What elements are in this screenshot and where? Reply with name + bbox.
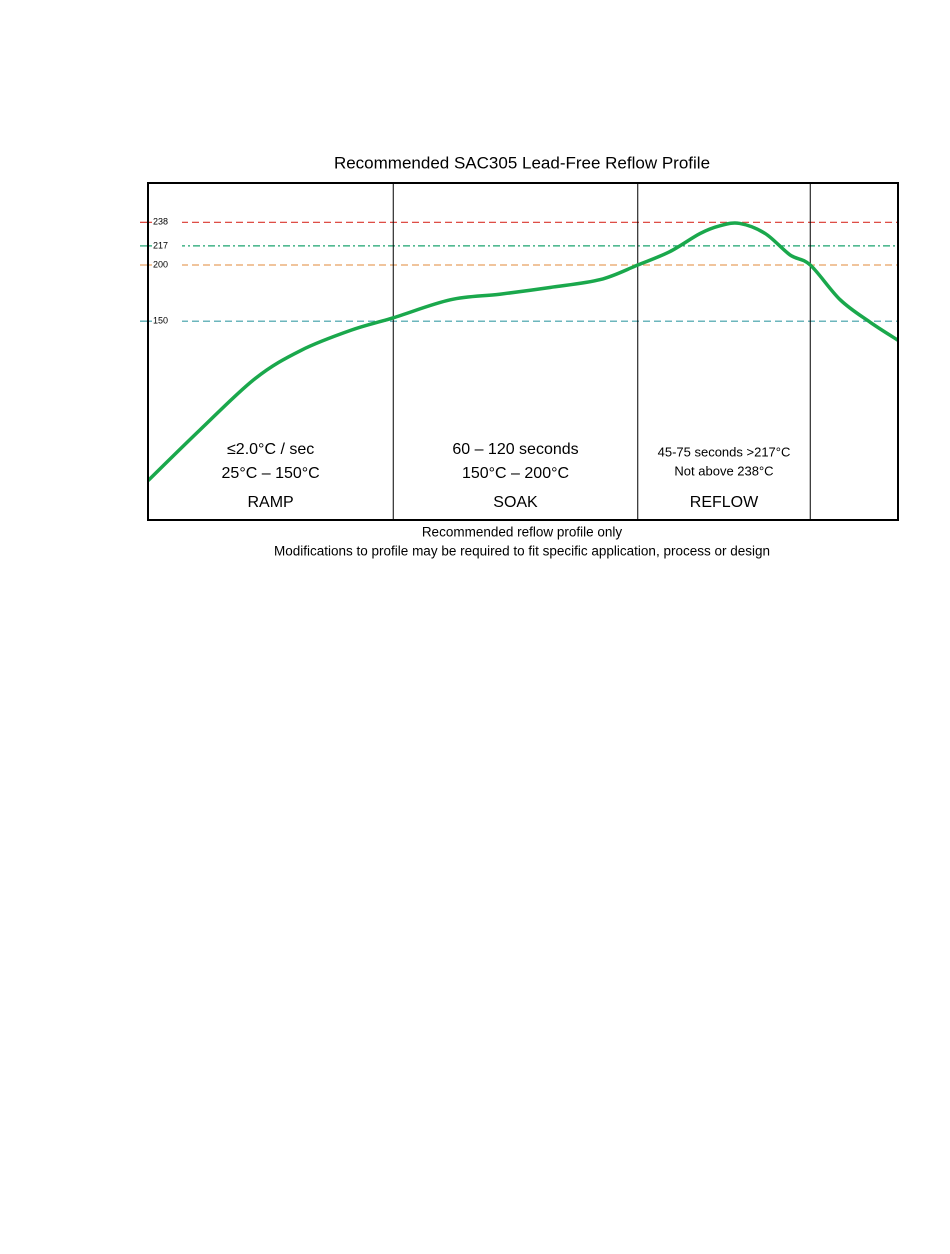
zone-label: SOAK (493, 494, 538, 511)
footnote: Recommended reflow profile only (422, 525, 623, 540)
y-tick-label: 217 (153, 240, 168, 250)
plot-frame (147, 182, 899, 521)
zone-note: Not above 238°C (674, 463, 773, 478)
zone-label: RAMP (248, 494, 294, 511)
footnote: Modifications to profile may be required… (274, 544, 770, 559)
tick-label-bg (152, 315, 182, 328)
zone-note: ≤2.0°C / sec (227, 441, 314, 458)
zone-note: 25°C – 150°C (222, 465, 320, 482)
tick-label-bg (152, 239, 182, 252)
zone-note: 60 – 120 seconds (452, 441, 578, 458)
zone-label: REFLOW (690, 494, 759, 511)
chart-title: Recommended SAC305 Lead-Free Reflow Prof… (334, 153, 710, 172)
profile-line (148, 221, 898, 482)
y-tick-label: 200 (153, 259, 168, 269)
tick-label-bg (152, 216, 182, 229)
y-tick-label: 150 (153, 316, 168, 326)
tick-label-bg (152, 259, 182, 272)
y-tick-label: 238 (153, 217, 168, 227)
zone-note: 45-75 seconds >217°C (658, 444, 791, 459)
zone-note: 150°C – 200°C (462, 465, 569, 482)
